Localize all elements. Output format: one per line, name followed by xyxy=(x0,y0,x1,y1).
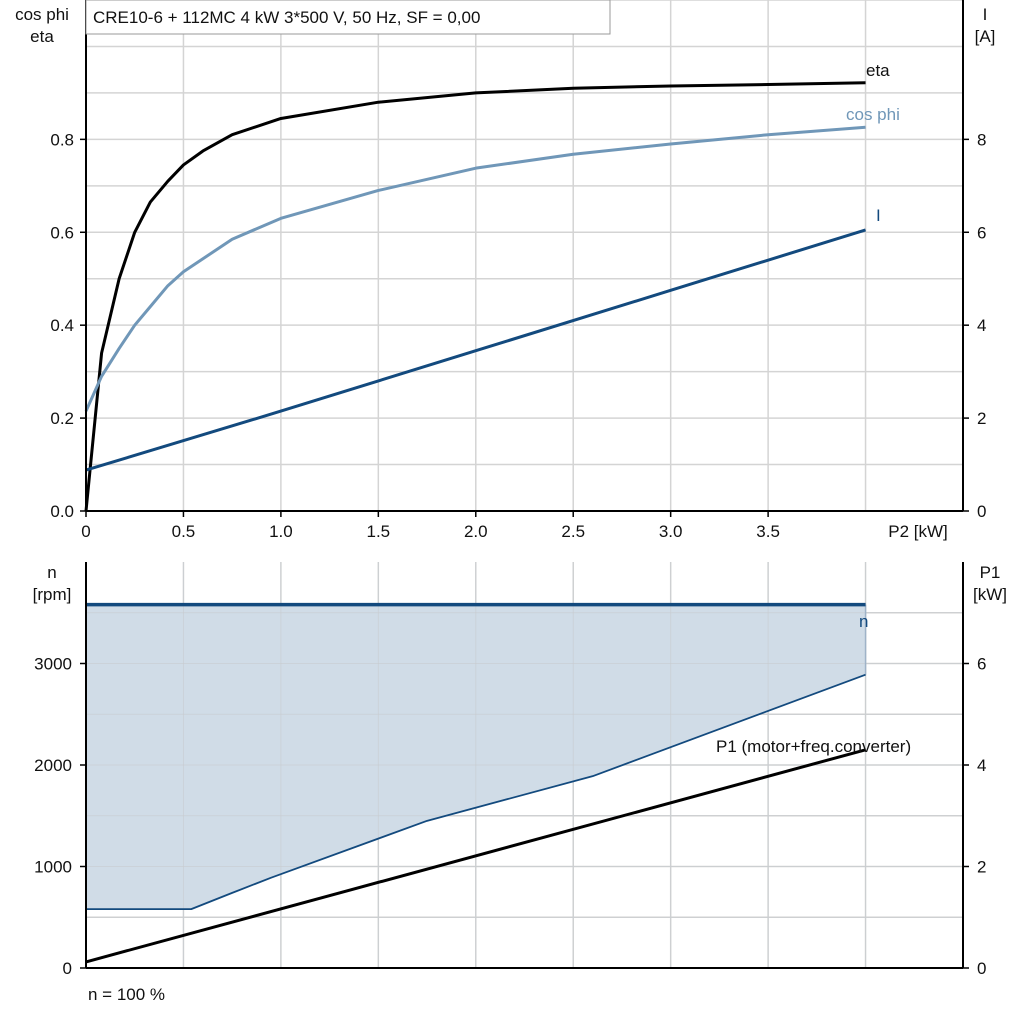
x-tick-label: 2.5 xyxy=(561,522,585,541)
top-grid xyxy=(86,0,963,511)
left-axis-label-cosphi: cos phi xyxy=(15,5,69,24)
series-label-cosphi: cos phi xyxy=(846,105,900,124)
x-tick-label: 0 xyxy=(81,522,90,541)
series-label-p1: P1 (motor+freq.converter) xyxy=(716,737,911,756)
x-tick-label: 1.0 xyxy=(269,522,293,541)
x-tick-label: 2.0 xyxy=(464,522,488,541)
title-box xyxy=(85,0,611,35)
y-tick-label-left: 0.8 xyxy=(50,130,74,149)
chart-marks xyxy=(84,81,963,968)
series-label-n: n xyxy=(859,612,868,631)
chart-title: CRE10-6 + 112MC 4 kW 3*500 V, 50 Hz, SF … xyxy=(93,8,480,27)
bottom-right-axis-unit: [kW] xyxy=(973,585,1007,604)
y-tick-label-left: 0.0 xyxy=(50,502,74,521)
y-tick-label-right: 8 xyxy=(977,130,986,149)
y-tick-label-left: 0 xyxy=(63,959,72,978)
y-tick-label-left: 3000 xyxy=(34,655,72,674)
y-tick-label-right: 2 xyxy=(977,858,986,877)
y-tick-label-right: 2 xyxy=(977,409,986,428)
bottom-right-axis-label-p1: P1 xyxy=(980,563,1001,582)
bottom-left-axis-unit: [rpm] xyxy=(33,585,72,604)
y-tick-label-left: 0.6 xyxy=(50,223,74,242)
y-tick-label-right: 4 xyxy=(977,756,986,775)
right-axis-label-i: I xyxy=(983,5,988,24)
axes: 0 0.5 1.0 1.5 2.0 2.5 3.0 3.5 0.0 0.2 0.4 0.6 0.8 0 2 4… xyxy=(34,0,986,978)
left-axis-label-eta: eta xyxy=(30,27,54,46)
series-label-i: I xyxy=(876,206,881,225)
footer-note: n = 100 % xyxy=(88,985,165,1004)
series-label-eta: eta xyxy=(866,61,890,80)
x-tick-label: 3.0 xyxy=(659,522,683,541)
x-tick-label: 3.5 xyxy=(756,522,780,541)
y-tick-label-right: 4 xyxy=(977,316,986,335)
current-line xyxy=(85,228,866,472)
y-tick-label-left: 0.4 xyxy=(50,316,74,335)
y-tick-label-left: 2000 xyxy=(34,756,72,775)
x-tick-label: 1.5 xyxy=(367,522,391,541)
cosphi-line xyxy=(84,125,866,412)
eta-line xyxy=(84,81,866,512)
y-tick-label-left: 1000 xyxy=(34,858,72,877)
right-axis-unit-a: [A] xyxy=(975,27,996,46)
y-tick-label-left: 0.2 xyxy=(50,409,74,428)
y-tick-label-right: 0 xyxy=(977,959,986,978)
y-tick-label-right: 6 xyxy=(977,223,986,242)
y-tick-label-right: 6 xyxy=(977,655,986,674)
bottom-left-axis-label-n: n xyxy=(47,563,56,582)
x-tick-label: 0.5 xyxy=(172,522,196,541)
y-tick-label-right: 0 xyxy=(977,502,986,521)
min-speed-line xyxy=(86,673,866,911)
p1-line xyxy=(85,748,866,964)
x-axis-label: P2 [kW] xyxy=(888,522,948,541)
